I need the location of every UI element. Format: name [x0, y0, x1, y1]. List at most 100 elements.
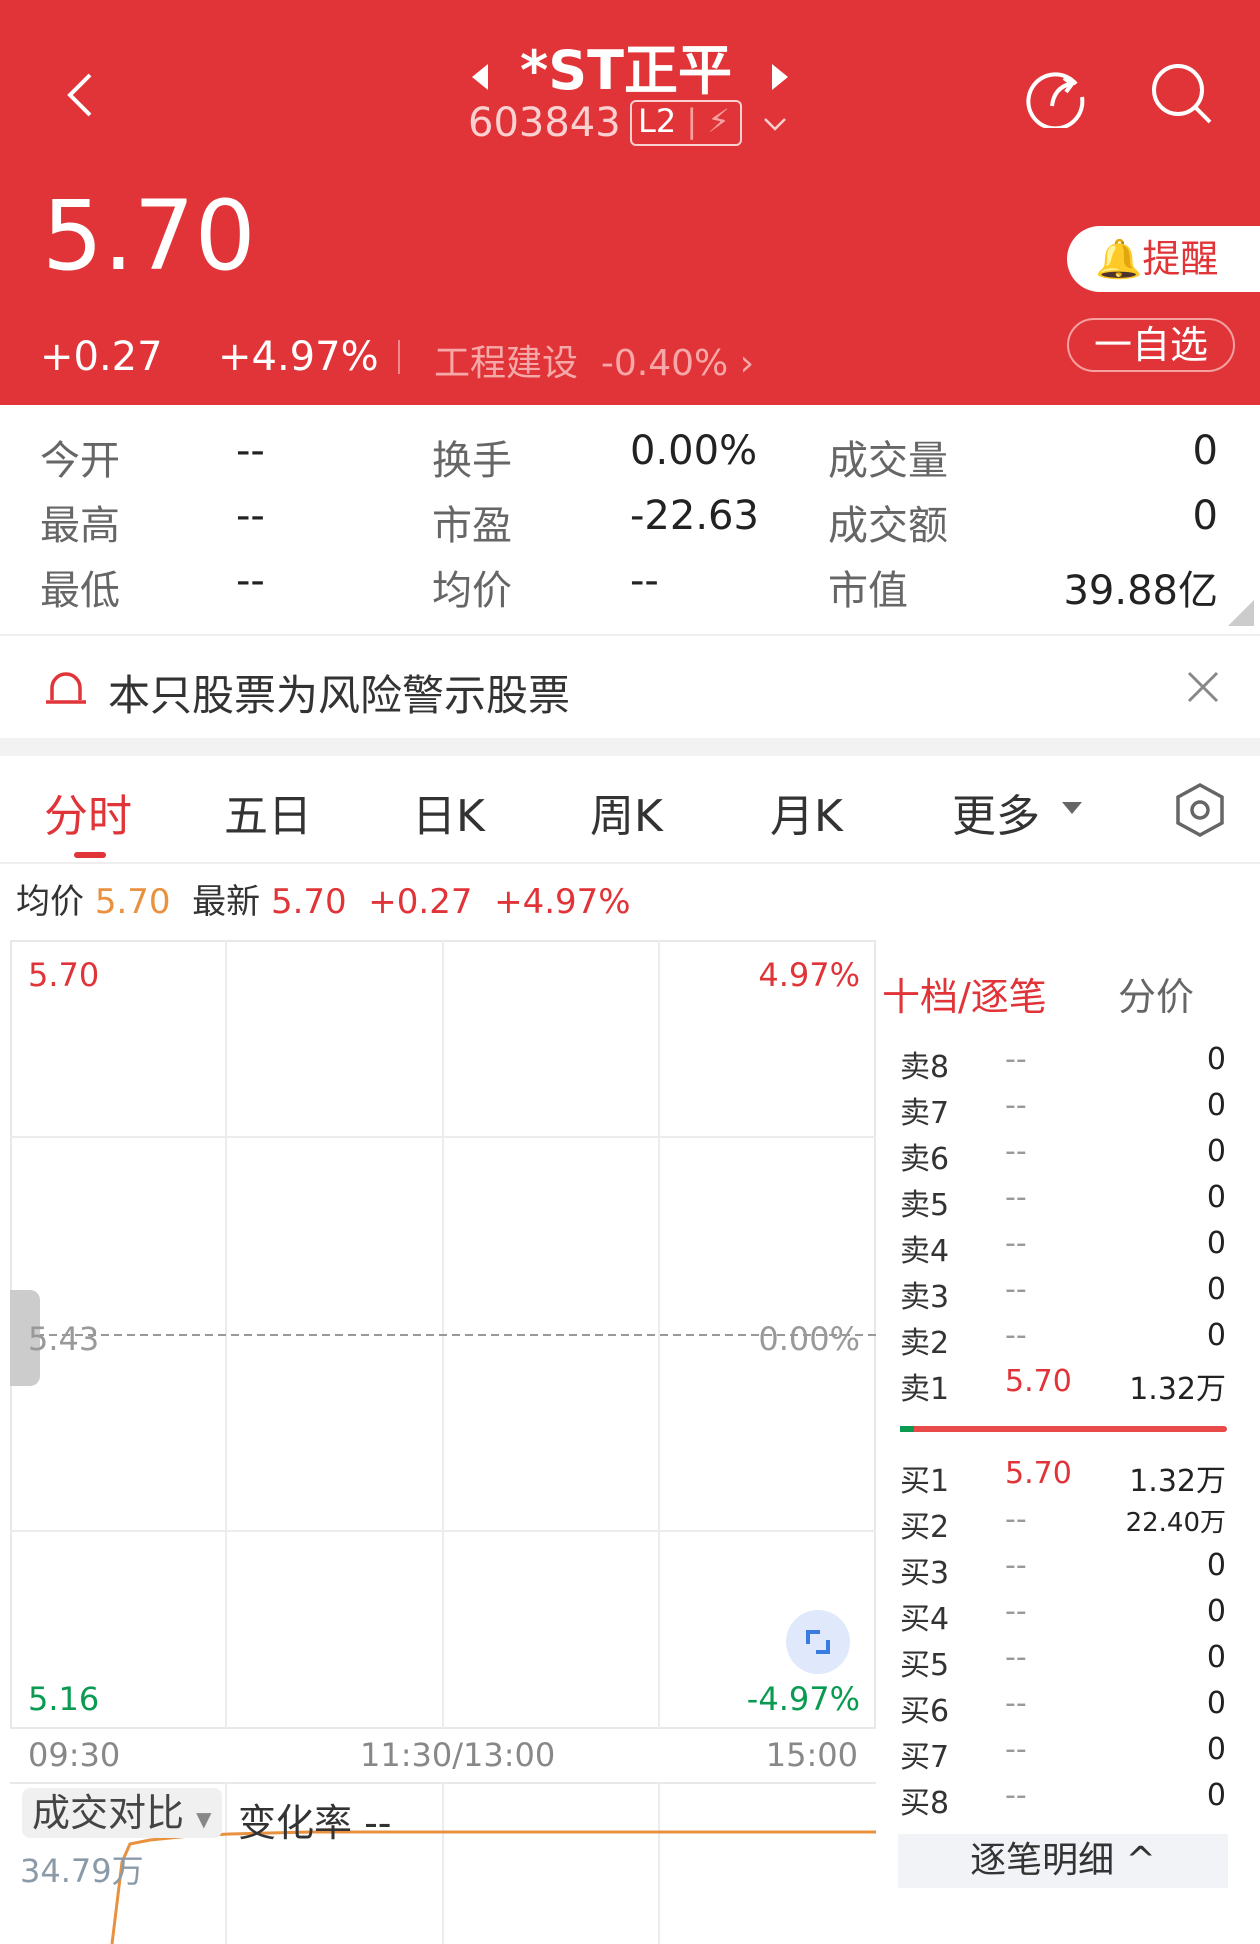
order-level-label: 买6 — [900, 1694, 950, 1729]
order-price: -- — [1005, 1318, 1027, 1353]
side-drawer-handle[interactable] — [10, 1290, 40, 1386]
tab-5[interactable]: 更多 — [952, 791, 1040, 842]
tick-detail-button[interactable]: 逐笔明细 ^ — [898, 1834, 1228, 1888]
order-level-label: 买2 — [900, 1510, 950, 1545]
order-price: -- — [1005, 1180, 1027, 1215]
axis-mid: 5.43 — [28, 1320, 100, 1358]
change-rate: 变化率 -- — [238, 1801, 392, 1845]
order-volume: 0 — [1206, 1594, 1226, 1629]
buy-sell-ratio-bar — [900, 1426, 1227, 1432]
price-change: +0.27 — [40, 334, 163, 380]
stat-label: 市盈 — [432, 503, 512, 549]
divider — [0, 634, 1260, 636]
latest-value: 5.70 — [270, 882, 347, 922]
avg-value: 5.70 — [94, 882, 171, 922]
alert-button[interactable]: 🔔提醒 — [1067, 226, 1260, 292]
order-level-label: 卖2 — [900, 1326, 950, 1361]
price-change-pct: +4.97% — [218, 334, 379, 380]
stat-label: 市值 — [828, 568, 908, 614]
sell-portion — [900, 1426, 914, 1432]
order-level-label: 卖5 — [900, 1188, 950, 1223]
fullscreen-button[interactable] — [786, 1610, 850, 1674]
volume-selector[interactable]: 成交对比 ▼ — [22, 1788, 222, 1838]
alarm-icon — [46, 672, 86, 704]
risk-warning: 本只股票为风险警示股票 — [108, 671, 571, 720]
settings-icon[interactable] — [1174, 782, 1226, 838]
divider — [0, 862, 1260, 864]
time-start: 09:30 — [28, 1736, 121, 1774]
order-volume: 1.32万 — [1129, 1464, 1226, 1499]
dropdown-icon: ▼ — [196, 1807, 212, 1831]
fullscreen-icon — [806, 1630, 830, 1654]
order-volume: 0 — [1206, 1272, 1226, 1307]
stat-label: 最高 — [40, 503, 120, 549]
refresh-icon[interactable] — [1024, 62, 1090, 128]
order-price: -- — [1005, 1088, 1027, 1123]
time-mid: 11:30/13:00 — [360, 1736, 556, 1774]
sector-link[interactable]: 工程建设 -0.40% › — [434, 343, 755, 384]
tab-price-distribution[interactable]: 分价 — [1118, 975, 1195, 1019]
axis-low: 5.16 — [28, 1680, 100, 1718]
stat-label: 均价 — [432, 568, 512, 614]
axis-high: 5.70 — [28, 956, 100, 994]
tab-ten-levels[interactable]: 十档/逐笔 — [882, 975, 1047, 1019]
order-volume: 0 — [1206, 1088, 1226, 1123]
order-price: -- — [1005, 1134, 1027, 1169]
stat-label: 今开 — [40, 438, 120, 484]
latest-change: +0.27 — [368, 882, 473, 922]
order-price: -- — [1005, 1042, 1027, 1077]
stat-value: -- — [236, 493, 265, 539]
order-level-label: 买1 — [900, 1464, 950, 1499]
stat-value: -22.63 — [630, 493, 759, 539]
order-volume: 0 — [1206, 1732, 1226, 1767]
order-level-label: 买3 — [900, 1556, 950, 1591]
stat-value: 0 — [1192, 428, 1218, 474]
volume-chart — [10, 1782, 876, 1944]
order-volume: 0 — [1206, 1180, 1226, 1215]
volume-line — [110, 1830, 876, 1944]
tab-0[interactable]: 分时 — [44, 791, 132, 842]
back-icon[interactable] — [60, 70, 100, 120]
close-icon[interactable] — [1186, 670, 1220, 704]
order-price: -- — [1005, 1686, 1027, 1721]
tab-2[interactable]: 日K — [412, 791, 485, 842]
tab-1[interactable]: 五日 — [224, 791, 312, 842]
search-icon[interactable] — [1148, 60, 1216, 128]
order-level-label: 卖6 — [900, 1142, 950, 1177]
next-stock-icon[interactable] — [768, 62, 792, 92]
order-price: -- — [1005, 1778, 1027, 1813]
order-price: -- — [1005, 1732, 1027, 1767]
order-volume: 0 — [1206, 1686, 1226, 1721]
expand-corner-icon[interactable] — [1228, 600, 1254, 626]
order-price: -- — [1005, 1548, 1027, 1583]
order-level-label: 卖1 — [900, 1372, 950, 1407]
order-level-label: 卖4 — [900, 1234, 950, 1269]
latest-pct: +4.97% — [494, 882, 631, 922]
order-price: -- — [1005, 1272, 1027, 1307]
order-level-label: 卖7 — [900, 1096, 950, 1131]
l2-label: L2 — [638, 102, 677, 140]
order-volume: 22.40万 — [1125, 1508, 1226, 1538]
tab-3[interactable]: 周K — [590, 791, 663, 842]
order-volume: 0 — [1206, 1042, 1226, 1077]
tick-detail-label: 逐笔明细 — [970, 1840, 1115, 1881]
order-price: -- — [1005, 1640, 1027, 1675]
order-level-label: 卖8 — [900, 1050, 950, 1085]
dropdown-icon — [1062, 802, 1082, 814]
tab-4[interactable]: 月K — [770, 791, 843, 842]
stat-value: 39.88亿 — [1063, 568, 1218, 614]
sector-pct: -0.40% — [600, 343, 729, 384]
sector-name: 工程建设 — [434, 343, 579, 384]
latest-label: 最新 — [192, 882, 261, 922]
stat-value: 0.00% — [630, 428, 758, 474]
stat-value: -- — [630, 558, 659, 604]
intraday-chart[interactable] — [10, 940, 876, 1730]
l2-badge[interactable]: L2 | ⚡ — [630, 100, 742, 146]
chevron-down-icon[interactable] — [762, 116, 788, 134]
prev-stock-icon[interactable] — [468, 62, 492, 92]
info-line: 均价 5.70 最新 5.70 +0.27 +4.97% — [16, 874, 631, 923]
avg-label: 均价 — [16, 882, 84, 922]
watchlist-button[interactable]: 一自选 — [1067, 318, 1235, 372]
order-price: 5.70 — [1005, 1456, 1072, 1491]
axis-high-pct: 4.97% — [758, 956, 860, 994]
